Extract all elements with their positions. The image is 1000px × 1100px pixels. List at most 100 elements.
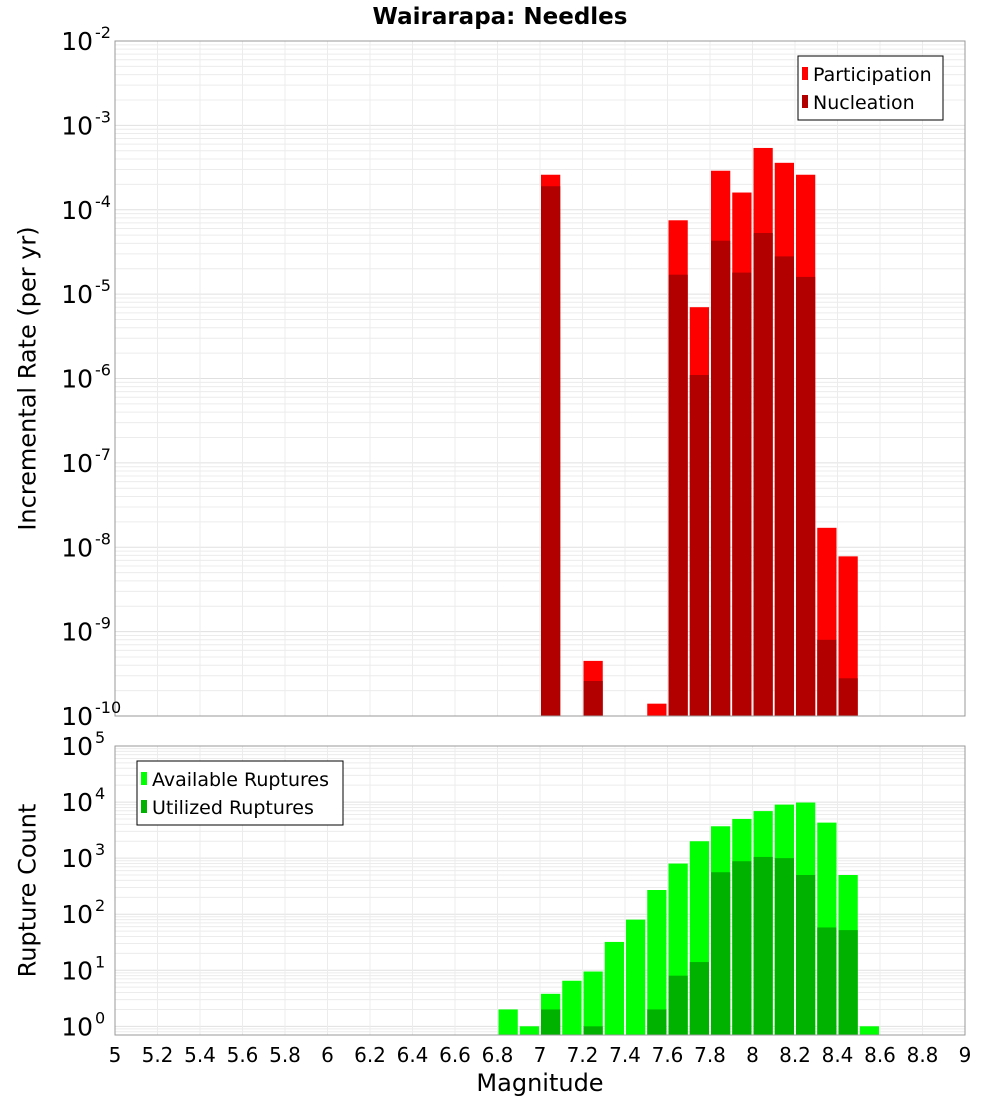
y-tick-exponent: -2	[95, 23, 111, 42]
bar-utilized-ruptures	[647, 1009, 667, 1035]
x-axis-label: Magnitude	[476, 1069, 603, 1097]
bar-available-ruptures	[583, 971, 603, 1035]
y-tick-label: 10	[61, 732, 93, 761]
bar-available-ruptures	[647, 890, 667, 1035]
y-tick-label: 10	[61, 702, 93, 731]
bar-nucleation	[774, 256, 794, 716]
bar-available-ruptures	[626, 919, 646, 1035]
y-tick-label: 10	[61, 844, 93, 873]
x-tick-label: 5.2	[142, 1043, 174, 1067]
bar-utilized-ruptures	[753, 856, 773, 1035]
rate-panel: 10-210-310-410-510-610-710-810-910-10 In…	[13, 23, 966, 731]
y-tick-label: 10	[61, 111, 93, 140]
bar-nucleation	[838, 678, 858, 716]
x-tick-label: 8.2	[779, 1043, 811, 1067]
y-tick-exponent: -6	[95, 361, 111, 380]
y-tick-label: 10	[61, 618, 93, 647]
bar-utilized-ruptures	[668, 975, 688, 1035]
chart-title: Wairarapa: Needles	[373, 4, 628, 30]
magnitude-x-ticks: 5 5.2 5.4 5.6 5.8 6 6.2 6.4 6.6 6.8 7 7.2 7.4 7.6 7.8 8…	[109, 1043, 972, 1067]
y-tick-exponent: 5	[95, 728, 105, 747]
legend-label: Nucleation	[813, 92, 915, 114]
y-tick-label: 10	[61, 280, 93, 309]
legend-swatch	[802, 95, 808, 108]
bar-utilized-ruptures	[796, 875, 816, 1035]
x-tick-label: 7.6	[652, 1043, 684, 1067]
count-legend: Available Ruptures Utilized Ruptures	[136, 760, 344, 826]
bar-nucleation	[796, 276, 816, 716]
bar-nucleation	[668, 274, 688, 716]
bar-nucleation	[732, 272, 752, 716]
bar-available-ruptures	[562, 980, 582, 1035]
bar-utilized-ruptures	[732, 861, 752, 1035]
bar-utilized-ruptures	[838, 930, 858, 1035]
y-tick-label: 10	[61, 788, 93, 817]
count-plot-frame	[114, 745, 966, 1036]
x-tick-label: 8.4	[822, 1043, 854, 1067]
bar-available-ruptures	[604, 941, 624, 1035]
y-tick-label: 10	[61, 27, 93, 56]
rate-legend: Participation Nucleation	[797, 55, 944, 121]
x-tick-label: 6	[321, 1043, 334, 1067]
y-tick-label: 10	[61, 533, 93, 562]
count-bars	[498, 802, 879, 1035]
x-tick-label: 7.4	[609, 1043, 641, 1067]
y-tick-exponent: -3	[95, 107, 111, 126]
legend-box	[797, 55, 944, 121]
bar-utilized-ruptures	[774, 858, 794, 1035]
x-tick-label: 5.6	[227, 1043, 259, 1067]
x-tick-label: 7.8	[694, 1043, 726, 1067]
x-tick-label: 8	[746, 1043, 759, 1067]
bar-utilized-ruptures	[689, 962, 709, 1035]
bar-utilized-ruptures	[541, 1009, 561, 1035]
bar-nucleation	[753, 233, 773, 716]
x-tick-label: 9	[959, 1043, 972, 1067]
y-tick-label: 10	[61, 1012, 93, 1041]
bar-available-ruptures	[859, 1026, 879, 1035]
bar-utilized-ruptures	[817, 927, 837, 1035]
y-tick-exponent: -4	[95, 192, 111, 211]
x-tick-label: 5.8	[269, 1043, 301, 1067]
y-tick-exponent: -10	[95, 698, 121, 717]
bar-nucleation	[541, 186, 561, 716]
bar-nucleation	[711, 240, 731, 717]
legend-swatch	[141, 772, 147, 785]
x-tick-label: 6.8	[482, 1043, 514, 1067]
bar-participation	[838, 556, 858, 716]
y-tick-exponent: -5	[95, 276, 111, 295]
x-tick-label: 5.4	[184, 1043, 216, 1067]
y-tick-label: 10	[61, 365, 93, 394]
y-tick-exponent: 4	[95, 784, 105, 803]
y-tick-label: 10	[61, 449, 93, 478]
x-tick-label: 6.6	[439, 1043, 471, 1067]
y-tick-label: 10	[61, 900, 93, 929]
bar-nucleation	[583, 680, 603, 716]
legend-label: Participation	[813, 64, 932, 86]
legend-box	[136, 760, 344, 826]
legend-label: Utilized Ruptures	[152, 797, 314, 819]
y-tick-exponent: 0	[95, 1008, 105, 1027]
rate-y-ticks: 10-210-310-410-510-610-710-810-910-10	[61, 23, 121, 731]
bar-nucleation	[817, 639, 837, 716]
x-tick-label: 8.8	[907, 1043, 939, 1067]
bar-available-ruptures	[498, 1009, 518, 1035]
bar-participation	[647, 703, 667, 716]
rate-y-axis-label: Incremental Rate (per yr)	[13, 226, 41, 530]
y-tick-exponent: 2	[95, 896, 105, 915]
y-tick-label: 10	[61, 196, 93, 225]
x-tick-label: 8.6	[864, 1043, 896, 1067]
x-tick-label: 7.2	[567, 1043, 599, 1067]
bar-utilized-ruptures	[583, 1026, 603, 1035]
bar-utilized-ruptures	[711, 872, 731, 1035]
y-tick-label: 10	[61, 956, 93, 985]
y-tick-exponent: -7	[95, 445, 111, 464]
x-tick-label: 6.2	[354, 1043, 386, 1067]
bar-nucleation	[689, 375, 709, 716]
x-tick-label: 6.4	[397, 1043, 429, 1067]
y-tick-exponent: 1	[95, 952, 105, 971]
y-tick-exponent: -8	[95, 529, 111, 548]
count-y-axis-label: Rupture Count	[13, 804, 41, 978]
